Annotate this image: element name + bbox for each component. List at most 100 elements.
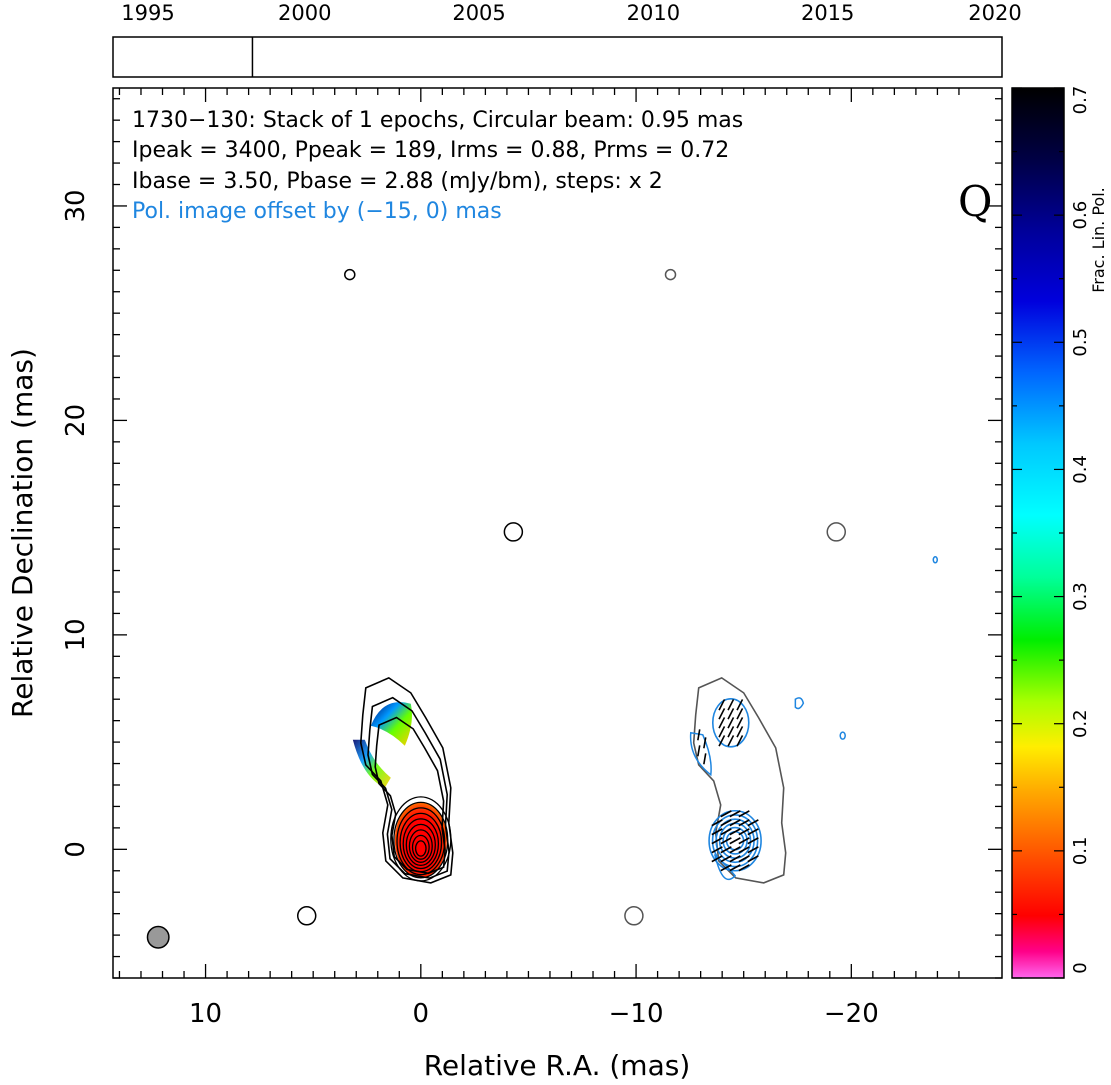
evpa-tick [738, 864, 750, 872]
evpa-tick [711, 819, 723, 827]
noise-contour [624, 906, 644, 926]
noise-contour [664, 268, 677, 281]
evpa-tick [711, 846, 723, 854]
evpa-tick [727, 717, 735, 729]
colorbar-tick-label: 0.7 [1070, 86, 1091, 115]
polarization-contour [711, 814, 759, 868]
evpa-tick [718, 735, 726, 747]
intensity-contour [367, 696, 450, 879]
evpa-tick [729, 810, 741, 818]
evpa-tick [718, 726, 726, 738]
noise-contour [826, 522, 847, 542]
colorbar-tick-label: 0.6 [1070, 201, 1091, 230]
evpa-tick [718, 699, 726, 711]
info-line-2: Ipeak = 3400, Ppeak = 189, Irms = 0.88, … [132, 138, 729, 163]
noise-contour [344, 268, 356, 281]
evpa-tick [703, 753, 707, 765]
polarization-layer [689, 556, 939, 881]
colorbar-ticks: 0 0.1 0.2 0.3 0.4 0.5 0.6 0.7 [1012, 86, 1091, 979]
evpa-tick [720, 828, 732, 836]
colorbar: 0 0.1 0.2 0.3 0.4 0.5 0.6 0.7 Frac. Lin. Pol. [1011, 86, 1108, 979]
polarization-contour [932, 556, 939, 564]
evpa-tick [718, 708, 726, 720]
evpa-tick [747, 837, 759, 845]
y-axis-label: Relative Declination (mas) [6, 348, 39, 718]
timeline-tick-label: 2000 [278, 1, 331, 25]
evpa-tick [720, 819, 732, 827]
colorbar-tick-label: 0.3 [1070, 582, 1091, 611]
polarization-contour [708, 809, 762, 872]
x-tick-label: −10 [609, 999, 664, 1029]
evpa-tick [738, 810, 750, 818]
map-plot: 10 0 −10 −20 0 10 20 30 1730−130: Stack of 1 e… [6, 87, 1003, 1082]
polarization-contour [722, 826, 748, 855]
noise-contour [503, 522, 524, 542]
timeline-tick-label: 2005 [452, 1, 505, 25]
timeline-tick-label: 2015 [801, 1, 854, 25]
x-tick-labels: 10 0 −10 −20 [189, 999, 879, 1029]
offset-note: Pol. image offset by (−15, 0) mas [132, 199, 502, 224]
evpa-tick [729, 864, 741, 872]
core-contour [408, 829, 433, 863]
timeline-tick-label: 2020 [968, 1, 1021, 25]
core-contour [411, 834, 430, 860]
evpa-tick [729, 837, 741, 845]
evpa-tick [738, 837, 750, 845]
evpa-tick [703, 737, 707, 749]
evpa-tick [747, 855, 759, 863]
colorbar-label: Frac. Lin. Pol. [1089, 187, 1108, 292]
quality-badge: Q [958, 177, 992, 226]
core-contour [399, 812, 443, 873]
core-contour [402, 818, 440, 870]
y-tick-label: 20 [61, 404, 91, 437]
core-contour [393, 801, 449, 879]
evpa-tick [727, 726, 735, 738]
evpa-tick [729, 846, 741, 854]
evpa-tick [720, 864, 732, 872]
colorbar-gradient [1011, 87, 1065, 979]
evpa-tick [729, 819, 741, 827]
evpa-tick [738, 828, 750, 836]
evpa-tick [720, 837, 732, 845]
evpa-tick [711, 837, 723, 845]
evpa-vectors [697, 699, 759, 872]
evpa-tick [729, 828, 741, 836]
jet-edge-fill [352, 739, 391, 788]
core-contour [414, 840, 427, 857]
evpa-tick [747, 819, 759, 827]
offset-intensity-contour [692, 676, 787, 884]
core-contour [396, 807, 446, 876]
evpa-tick [747, 828, 759, 836]
evpa-tick [736, 699, 744, 711]
evpa-tick [727, 699, 735, 711]
evpa-tick [729, 855, 741, 863]
evpa-tick [736, 735, 744, 747]
evpa-tick [697, 729, 701, 741]
evpa-tick [747, 846, 759, 854]
y-tick-label: 10 [61, 618, 91, 651]
evpa-tick [736, 726, 744, 738]
x-tick-label: 0 [413, 999, 430, 1029]
timeline-frame [112, 36, 1003, 78]
intensity-contour [359, 676, 454, 884]
noise-contour [296, 906, 317, 926]
polarization-contour [794, 697, 805, 710]
info-line-1: 1730−130: Stack of 1 epochs, Circular be… [132, 108, 743, 133]
evpa-tick [720, 846, 732, 854]
colorbar-tick-label: 0 [1070, 962, 1091, 973]
evpa-tick [736, 708, 744, 720]
contour-layer [296, 268, 847, 926]
y-tick-labels: 0 10 20 30 [61, 189, 91, 857]
evpa-tick [718, 717, 726, 729]
evpa-tick [720, 810, 732, 818]
polarization-contour [689, 731, 712, 777]
evpa-tick [738, 846, 750, 854]
y-tick-label: 30 [61, 189, 91, 222]
polarization-contour [839, 731, 846, 740]
colorbar-tick-label: 0.4 [1070, 455, 1091, 484]
x-tick-label: −20 [824, 999, 879, 1029]
colorbar-tick-label: 0.5 [1070, 328, 1091, 357]
evpa-tick [738, 819, 750, 827]
core-contour [390, 796, 452, 882]
